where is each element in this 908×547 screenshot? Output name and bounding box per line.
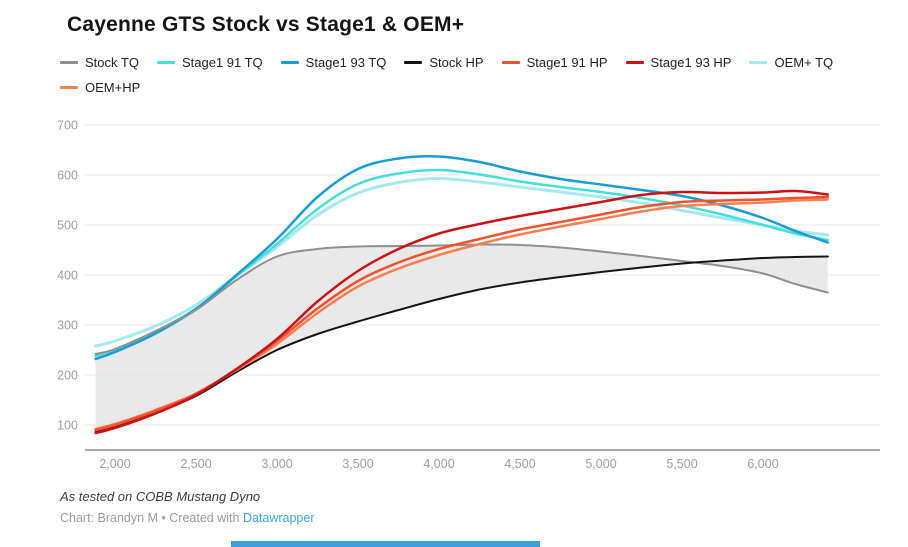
legend-item-stage1-91-tq: Stage1 91 TQ xyxy=(156,55,263,70)
legend-item-oem-tq: OEM+ TQ xyxy=(749,55,833,70)
legend-item-stock-hp: Stock HP xyxy=(404,55,484,70)
legend-label: Stage1 93 HP xyxy=(650,55,732,70)
legend-swatch xyxy=(625,61,644,64)
chart-byline: Chart: Brandyn M • Created with Datawrap… xyxy=(60,511,315,525)
legend-swatch xyxy=(60,86,78,89)
x-tick-label: 4,000 xyxy=(423,457,454,471)
legend-swatch xyxy=(156,61,175,64)
legend-label: Stage1 91 HP xyxy=(526,55,608,70)
x-tick-label: 5,000 xyxy=(585,457,616,471)
legend-item-oem-hp: OEM+HP xyxy=(60,80,140,95)
x-tick-label: 5,500 xyxy=(666,457,697,471)
legend: Stock TQ Stage1 91 TQ Stage1 93 TQ Stock HP… xyxy=(60,55,908,95)
x-tick-label: 3,000 xyxy=(261,457,292,471)
legend-label: Stock HP xyxy=(429,55,484,70)
legend-item-stage1-93-hp: Stage1 93 HP xyxy=(625,55,732,70)
series-line-oem-tq xyxy=(94,176,830,348)
legend-label: OEM+HP xyxy=(85,80,141,95)
series-line-stage1-93-hp xyxy=(94,189,830,435)
legend-swatch xyxy=(404,61,423,64)
legend-swatch xyxy=(280,61,299,64)
legend-label: Stage1 93 TQ xyxy=(305,55,387,70)
x-tick-label: 2,000 xyxy=(99,457,130,471)
datawrapper-link[interactable]: Datawrapper xyxy=(242,511,315,525)
x-tick-label: 3,500 xyxy=(342,457,373,471)
y-tick-label: 100 xyxy=(57,419,78,433)
legend-item-stage1-91-hp: Stage1 91 HP xyxy=(501,55,608,70)
legend-label: Stock TQ xyxy=(85,55,139,70)
byline-text: Chart: Brandyn M • Created with xyxy=(60,511,243,525)
legend-swatch xyxy=(60,61,78,64)
x-tick-label: 2,500 xyxy=(180,457,211,471)
x-tick-label: 4,500 xyxy=(504,457,535,471)
y-tick-label: 700 xyxy=(57,119,78,133)
legend-item-stock-tq: Stock TQ xyxy=(60,55,139,70)
y-tick-label: 600 xyxy=(57,169,78,183)
legend-swatch xyxy=(501,61,520,64)
chart-note: As tested on COBB Mustang Dyno xyxy=(60,489,261,504)
legend-item-stage1-93-tq: Stage1 93 TQ xyxy=(280,55,387,70)
y-tick-label: 300 xyxy=(57,319,78,333)
bottom-accent-bar xyxy=(231,541,540,547)
stock-band xyxy=(95,244,828,432)
legend-label: OEM+ TQ xyxy=(774,55,834,70)
legend-label: Stage1 91 TQ xyxy=(181,55,263,70)
y-tick-label: 500 xyxy=(57,219,78,233)
y-tick-label: 200 xyxy=(57,369,78,383)
legend-swatch xyxy=(749,61,768,64)
y-tick-label: 400 xyxy=(57,269,78,283)
x-tick-label: 6,000 xyxy=(747,457,778,471)
chart-title: Cayenne GTS Stock vs Stage1 & OEM+ xyxy=(67,13,465,36)
